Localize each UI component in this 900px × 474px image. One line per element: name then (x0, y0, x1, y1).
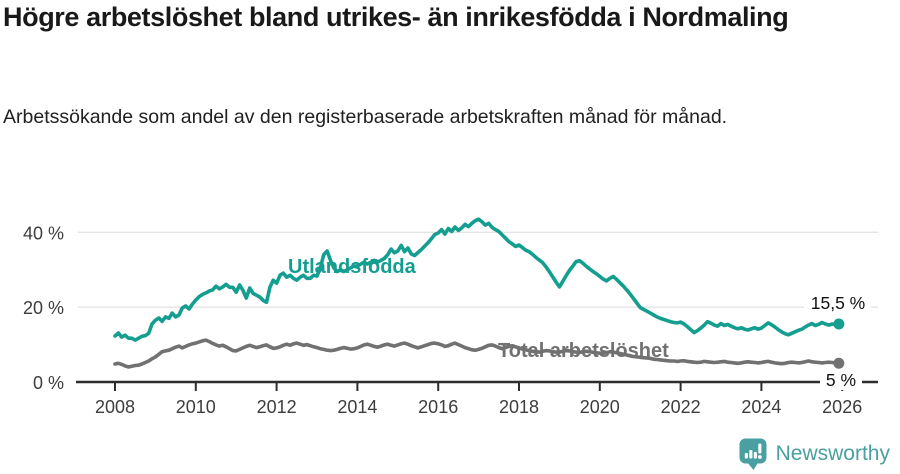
chart-subtitle: Arbetssökande som andel av den registerb… (3, 106, 728, 128)
svg-text:2024: 2024 (741, 397, 781, 417)
svg-text:2022: 2022 (661, 397, 701, 417)
svg-text:Utlandsfödda: Utlandsfödda (288, 256, 417, 278)
svg-text:2014: 2014 (337, 397, 377, 417)
svg-text:0 %: 0 % (33, 373, 64, 393)
svg-text:15,5 %: 15,5 % (811, 293, 865, 313)
svg-text:2016: 2016 (418, 397, 458, 417)
brand-footer[interactable]: Newsworthy (738, 437, 890, 471)
svg-text:20 %: 20 % (23, 298, 64, 318)
svg-text:2018: 2018 (499, 397, 539, 417)
svg-text:2008: 2008 (95, 397, 135, 417)
svg-text:2026: 2026 (822, 397, 862, 417)
newsworthy-pin-bar-chart-icon (739, 438, 767, 470)
svg-text:40 %: 40 % (23, 223, 64, 243)
series-labels: Utlandsfödda Total arbetslöshet (288, 256, 669, 362)
svg-text:5 %: 5 % (826, 370, 856, 390)
end-value-labels: 15,5 % 5 % (804, 292, 871, 390)
svg-text:2012: 2012 (257, 397, 297, 417)
y-axis-labels: 0 % 20 % 40 % (23, 223, 64, 393)
brand-name: Newsworthy (775, 442, 890, 465)
svg-text:Total arbetslöshet: Total arbetslöshet (498, 340, 669, 362)
svg-text:2020: 2020 (580, 397, 620, 417)
series-line-total-arbetsloshet (113, 338, 845, 369)
x-axis (76, 380, 878, 391)
chart-title: Högre arbetslöshet bland utrikes- än inr… (3, 2, 789, 32)
y-gridlines (78, 231, 878, 308)
svg-text:2010: 2010 (176, 397, 216, 417)
series-line-utlandsfodda (113, 217, 845, 342)
x-axis-labels: 2008 2010 2012 2014 2016 2018 2020 2022 2024 2026 (95, 397, 862, 417)
